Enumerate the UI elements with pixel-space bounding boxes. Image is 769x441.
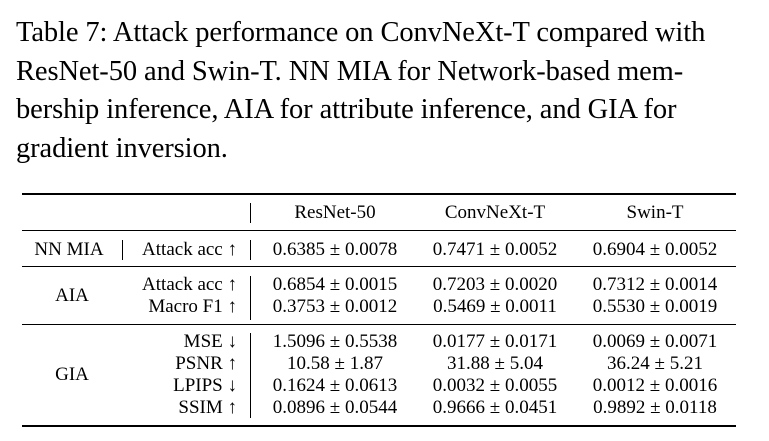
table-cell: 0.0032 ± 0.0055	[433, 375, 557, 397]
metric-label: Attack acc ↑	[142, 239, 237, 261]
table-cell: 0.6904 ± 0.0052	[593, 239, 717, 261]
metric-label: PSNR ↑	[175, 353, 237, 375]
table-caption: Table 7: Attack performance on ConvNeXt-…	[16, 14, 756, 168]
group-rule	[22, 266, 736, 267]
column-divider	[250, 333, 251, 418]
column-divider	[122, 240, 123, 260]
column-divider	[250, 203, 251, 223]
metric-label: SSIM ↑	[178, 397, 237, 419]
table-top-rule	[22, 193, 736, 195]
table-cell: 1.5096 ± 0.5538	[273, 331, 397, 353]
group-label: GIA	[55, 364, 89, 386]
table-cell: 0.9892 ± 0.0118	[593, 397, 717, 419]
metric-label: LPIPS ↓	[173, 375, 237, 397]
table-cell: 0.5469 ± 0.0011	[433, 296, 557, 318]
table-cell: 0.0896 ± 0.0544	[273, 397, 397, 419]
group-rule	[22, 324, 736, 325]
group-label: NN MIA	[34, 239, 103, 261]
caption-line: gradient inversion.	[16, 130, 756, 169]
caption-line: Table 7: Attack performance on ConvNeXt-…	[16, 14, 756, 53]
metric-label: Attack acc ↑	[142, 274, 237, 296]
column-divider	[250, 240, 251, 260]
table-cell: 0.0069 ± 0.0071	[593, 331, 717, 353]
caption-line: ResNet-50 and Swin-T. NN MIA for Network…	[16, 53, 756, 92]
table-cell: 0.7471 ± 0.0052	[433, 239, 557, 261]
table-cell: 36.24 ± 5.21	[607, 353, 703, 375]
table-cell: 0.7312 ± 0.0014	[593, 274, 717, 296]
column-header: Swin-T	[627, 202, 684, 224]
header-rule	[22, 230, 736, 231]
table-cell: 0.5530 ± 0.0019	[593, 296, 717, 318]
table-cell: 0.0177 ± 0.0171	[433, 331, 557, 353]
table-cell: 0.7203 ± 0.0020	[433, 274, 557, 296]
caption-line: bership inference, AIA for attribute inf…	[16, 91, 756, 130]
table-cell: 0.9666 ± 0.0451	[433, 397, 557, 419]
table-cell: 10.58 ± 1.87	[287, 353, 383, 375]
metric-label: Macro F1 ↑	[148, 296, 237, 318]
table-cell: 0.6854 ± 0.0015	[273, 274, 397, 296]
metric-label: MSE ↓	[184, 331, 237, 353]
table-cell: 0.1624 ± 0.0613	[273, 375, 397, 397]
column-divider	[250, 276, 251, 320]
table-cell: 0.6385 ± 0.0078	[273, 239, 397, 261]
table-cell: 0.3753 ± 0.0012	[273, 296, 397, 318]
column-header: ConvNeXt-T	[445, 202, 545, 224]
column-header: ResNet-50	[294, 202, 375, 224]
table-cell: 0.0012 ± 0.0016	[593, 375, 717, 397]
table-bottom-rule	[22, 425, 736, 427]
group-label: AIA	[55, 285, 89, 307]
table-cell: 31.88 ± 5.04	[447, 353, 543, 375]
